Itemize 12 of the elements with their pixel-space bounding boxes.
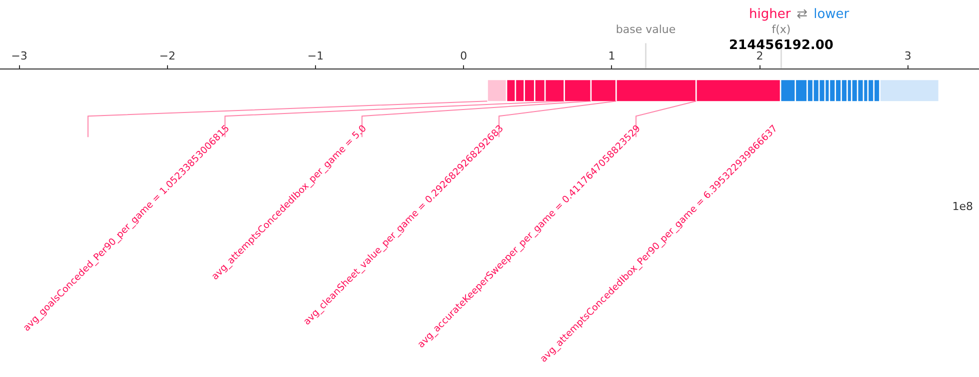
- x-tick-label: −2: [159, 49, 176, 62]
- ref-line-label: base value: [616, 23, 676, 36]
- x-tick-label: 3: [904, 49, 912, 62]
- x-tick-label: −1: [307, 49, 324, 62]
- annotation: 1e8: [952, 200, 973, 213]
- annotation: lower: [814, 7, 850, 22]
- annotation: ⇄: [796, 7, 808, 22]
- x-tick-label: 0: [460, 49, 468, 62]
- ref-line-label: f(x): [772, 23, 791, 36]
- x-tick-label: −3: [11, 49, 28, 62]
- annotation: higher: [749, 7, 792, 22]
- x-tick-label: 1: [608, 49, 616, 62]
